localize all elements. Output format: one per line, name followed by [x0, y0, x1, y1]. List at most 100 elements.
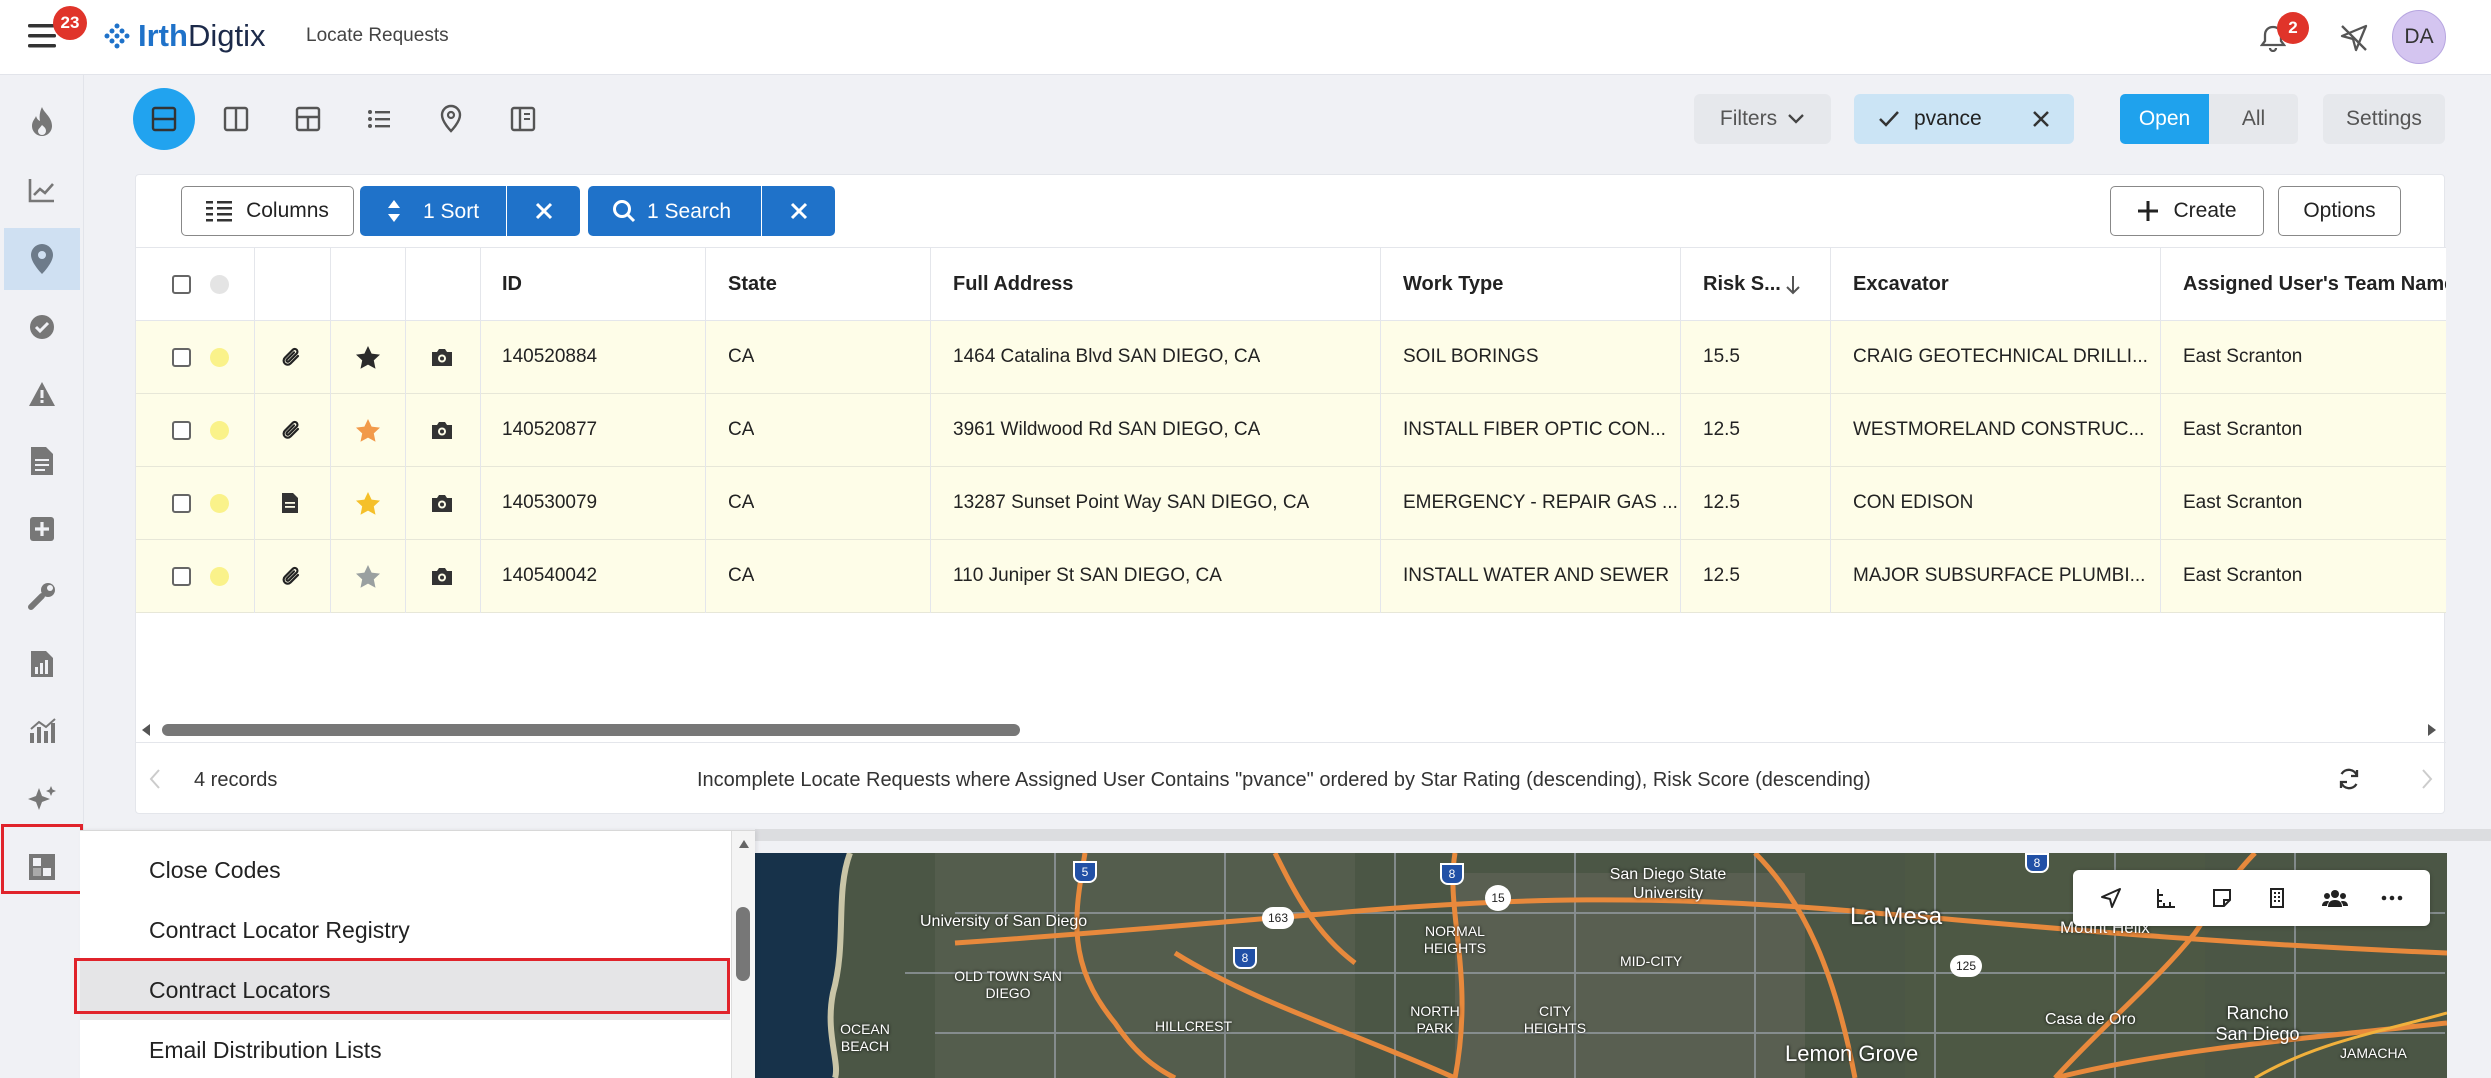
column-header-excavator[interactable]: Excavator	[1853, 272, 1949, 295]
hamburger-menu-icon[interactable]	[28, 24, 56, 48]
paperclip-icon[interactable]	[281, 394, 303, 466]
column-header-address[interactable]: Full Address	[953, 272, 1074, 295]
paperclip-icon[interactable]	[281, 321, 303, 393]
table-row[interactable]: 140520877 CA 3961 Wildwood Rd SAN DIEGO, C…	[136, 394, 2446, 467]
view-detail-panel-button[interactable]	[492, 88, 554, 150]
menu-scrollbar[interactable]	[731, 831, 755, 1078]
measure-ruler-icon[interactable]	[2155, 887, 2177, 909]
row-checkbox[interactable]	[172, 321, 191, 393]
document-icon	[29, 445, 55, 477]
menu-scrollbar-thumb[interactable]	[736, 907, 750, 981]
nav-item-documents[interactable]	[4, 430, 80, 492]
camera-icon[interactable]	[430, 321, 454, 393]
create-button[interactable]: Create	[2110, 186, 2264, 236]
view-list-button[interactable]	[348, 88, 410, 150]
next-page-icon[interactable]	[2420, 767, 2434, 791]
settings-button[interactable]: Settings	[2323, 94, 2445, 144]
status-dot	[210, 467, 229, 539]
column-header-id[interactable]: ID	[502, 272, 522, 295]
table-row[interactable]: 140540042 CA 110 Juniper St SAN DIEGO, CA I…	[136, 540, 2446, 613]
app-logo[interactable]: IrthDigtix	[102, 18, 265, 54]
clear-search-button[interactable]	[762, 186, 835, 236]
view-split-vertical-button[interactable]	[205, 88, 267, 150]
nav-item-locate-requests[interactable]	[4, 228, 80, 290]
column-header-team-name[interactable]: Assigned User's Team Name	[2183, 272, 2446, 295]
table-row[interactable]: 140520884 CA 1464 Catalina Blvd SAN DIEGO,…	[136, 321, 2446, 394]
remove-filter-icon[interactable]	[2031, 109, 2051, 129]
horizontal-scrollbar-thumb[interactable]	[162, 724, 1020, 736]
all-toggle-button[interactable]: All	[2209, 94, 2298, 144]
menu-item-close-codes[interactable]: Close Codes	[149, 856, 281, 883]
column-header-state[interactable]: State	[728, 272, 777, 295]
menu-item-contract-locators[interactable]: Contract Locators	[80, 960, 730, 1020]
list-icon	[365, 105, 393, 133]
search-label: 1 Search	[647, 200, 732, 223]
options-button[interactable]: Options	[2278, 186, 2401, 236]
building-icon[interactable]	[2266, 887, 2288, 909]
star-rating-icon[interactable]	[355, 467, 381, 539]
column-header-risk-score[interactable]: Risk S...	[1703, 272, 1781, 295]
nav-item-add[interactable]	[4, 498, 80, 560]
no-location-icon[interactable]	[2338, 22, 2370, 54]
cell-id[interactable]: 140540042	[502, 565, 598, 586]
navigate-arrow-icon[interactable]	[2100, 887, 2122, 909]
user-avatar[interactable]: DA	[2392, 10, 2446, 64]
table-row[interactable]: 140530079 CA 13287 Sunset Point Way SAN DI…	[136, 467, 2446, 540]
map-view[interactable]: University of San Diego San Diego State …	[755, 853, 2447, 1078]
select-all-checkbox[interactable]	[172, 248, 191, 320]
scroll-left-arrow[interactable]	[140, 723, 152, 737]
sort-button[interactable]: 1 Sort	[360, 186, 506, 236]
more-options-icon[interactable]	[2381, 895, 2403, 901]
row-checkbox[interactable]	[172, 394, 191, 466]
menu-item-email-distribution-lists[interactable]: Email Distribution Lists	[149, 1036, 382, 1063]
nav-item-ai[interactable]	[4, 768, 80, 830]
nav-item-alerts[interactable]	[4, 363, 80, 425]
view-split-horizontal-button[interactable]	[133, 88, 195, 150]
search-button[interactable]: 1 Search	[588, 186, 761, 236]
highway-shield: 8	[1440, 863, 1464, 885]
status-dot	[210, 540, 229, 612]
refresh-icon[interactable]	[2337, 767, 2361, 791]
filters-button[interactable]: Filters	[1694, 94, 1831, 144]
cell-work-type: SOIL BORINGS	[1403, 346, 1539, 367]
clear-sort-button[interactable]	[507, 186, 580, 236]
panel-splitter[interactable]	[755, 829, 2491, 841]
nav-item-flame[interactable]	[4, 91, 80, 153]
prev-page-icon[interactable]	[148, 767, 162, 791]
paperclip-icon[interactable]	[281, 540, 303, 612]
document-icon[interactable]	[281, 467, 299, 539]
view-map-button[interactable]	[420, 88, 482, 150]
camera-icon[interactable]	[430, 467, 454, 539]
contract-locators-highlight	[74, 958, 730, 1014]
cell-id[interactable]: 140520877	[502, 419, 598, 440]
nav-item-dashboard[interactable]	[4, 159, 80, 221]
view-quad-button[interactable]	[277, 88, 339, 150]
row-checkbox[interactable]	[172, 540, 191, 612]
map-label: Lemon Grove	[1785, 1041, 1919, 1066]
cell-id[interactable]: 140530079	[502, 492, 598, 513]
filter-chip[interactable]: pvance	[1854, 94, 2074, 144]
map-label: MID-CITY	[1620, 953, 1683, 969]
star-rating-icon[interactable]	[355, 394, 381, 466]
scroll-up-arrow[interactable]	[738, 839, 750, 849]
sticky-note-icon[interactable]	[2211, 887, 2233, 909]
nav-item-analytics[interactable]	[4, 700, 80, 762]
nav-item-completed[interactable]	[4, 296, 80, 358]
columns-button[interactable]: Columns	[181, 186, 354, 236]
camera-icon[interactable]	[430, 394, 454, 466]
cell-id[interactable]: 140520884	[502, 346, 598, 367]
notification-count-badge: 2	[2277, 12, 2309, 44]
column-header-work-type[interactable]: Work Type	[1403, 272, 1504, 295]
menu-item-contract-locator-registry[interactable]: Contract Locator Registry	[149, 916, 410, 943]
nav-item-reports[interactable]	[4, 633, 80, 695]
star-rating-icon[interactable]	[355, 540, 381, 612]
highway-shield: 163	[1262, 907, 1294, 929]
scroll-right-arrow[interactable]	[2426, 723, 2438, 737]
nav-item-tools[interactable]	[4, 565, 80, 627]
open-toggle-button[interactable]: Open	[2120, 94, 2209, 144]
row-checkbox[interactable]	[172, 467, 191, 539]
group-users-icon[interactable]	[2321, 887, 2348, 909]
star-rating-icon[interactable]	[355, 321, 381, 393]
camera-icon[interactable]	[430, 540, 454, 612]
nav-item-admin[interactable]	[4, 836, 80, 898]
